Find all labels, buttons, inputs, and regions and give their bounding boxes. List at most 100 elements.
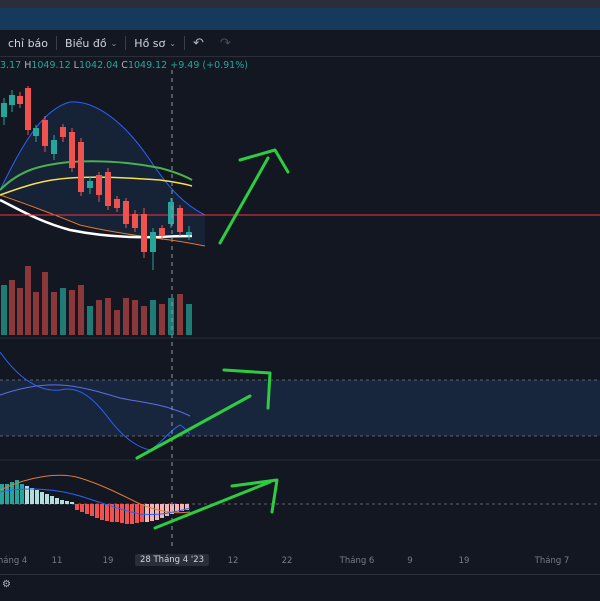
arrow-annotation[interactable] [230,478,279,514]
volume-bar [186,304,192,335]
candle [141,214,147,252]
candle [150,232,156,252]
toolbar-divider [183,36,185,50]
candle [69,132,75,168]
macd-bar [115,504,119,522]
arrow-annotation[interactable] [238,148,290,174]
profile-menu-button[interactable]: Hồ sơ ⌄ [126,30,184,56]
volume-bar [33,292,39,335]
toolbar-divider [125,36,127,50]
candle [114,199,120,208]
arrow-annotation[interactable] [222,368,272,410]
macd-bar [130,504,134,524]
macd-bar [70,502,74,504]
macd-bar [45,494,49,504]
time-label: 19 [458,556,470,566]
chart-menu-button[interactable]: Biểu đồ ⌄ [57,30,125,56]
macd-bar [65,501,69,504]
redo-button[interactable]: ↷ [212,30,239,56]
volume-bar [96,300,102,335]
volume-bar [42,272,48,335]
volume-bar [78,285,84,335]
high-key: H [24,60,32,71]
volume-bar [105,298,111,335]
arrow-annotation[interactable] [135,394,252,460]
volume-bar [132,300,138,335]
time-label: 11 [51,556,63,566]
annotation-arrows[interactable] [135,148,290,530]
indicators-label: chỉ báo [8,36,49,50]
macd-bar [75,504,79,510]
volume-bar [123,298,129,335]
volume-bar [168,298,174,335]
arrow-annotation[interactable] [153,480,272,530]
candle [132,214,138,228]
macd-line [0,488,191,515]
indicators-button[interactable]: chỉ báo [0,30,56,56]
macd-bar [155,504,159,520]
high-value: 1049.12 [31,60,71,71]
undo-icon: ↶ [192,35,204,51]
settings-icon[interactable]: ⚙ [2,579,11,590]
macd-bar [25,486,29,504]
bollinger-band-fill [0,101,205,246]
candle [177,208,183,232]
volume-bar [1,285,7,335]
volume-bar [69,290,75,335]
macd-signal-line [0,474,191,514]
ohlc-legend: 3.17 H1049.12 L1042.04 C1049.12 +9.49 (+… [0,60,248,71]
macd-bar [35,490,39,504]
close-key: C [121,60,128,71]
macd-bar [0,484,4,504]
candle [159,228,165,236]
time-label: Tháng 4 [0,556,28,566]
macd-bar [185,504,189,510]
macd-bar [30,488,34,504]
undo-button[interactable]: ↶ [185,30,212,56]
macd-bar [165,504,169,516]
candle [51,140,57,154]
open-value: 3.17 [0,60,22,71]
macd-bar [80,504,84,512]
redo-icon: ↷ [219,35,231,51]
change-value: +9.49 (+0.91%) [170,60,248,71]
chevron-down-icon: ⌄ [110,38,118,48]
candle [105,172,111,206]
macd-bar [5,484,9,504]
macd-bar [95,504,99,518]
candle [9,95,15,105]
macd-bar [15,480,19,504]
macd-bar [85,504,89,514]
macd-bar [120,504,124,523]
arrow-annotation[interactable] [218,156,270,245]
candle [87,181,93,188]
macd-bar [50,496,54,504]
macd-bar [170,504,174,514]
low-value: 1042.04 [78,60,119,71]
macd-bar [175,504,179,512]
toolbar-divider [56,36,58,50]
candle [42,120,48,146]
close-value: 1049.12 [127,60,168,71]
green-ma-line [0,160,193,191]
macd-bar [40,492,44,504]
time-label: 12 [227,556,239,566]
time-axis[interactable]: Tháng 4 11 19 28 Tháng 4 '23 12 22 Tháng… [0,548,600,572]
candle [25,88,31,130]
macd-bar [125,504,129,524]
chart-menu-label: Biểu đồ [65,36,107,50]
profile-menu-label: Hồ sơ [134,36,166,50]
candle [168,202,174,224]
candle [17,96,23,104]
macd-bar [90,504,94,516]
window-top-strip [0,0,600,8]
candle [33,128,39,136]
macd-bar [150,504,154,521]
chart-canvas[interactable] [0,0,600,574]
oscillator-fast-line [0,351,191,451]
low-key: L [73,60,79,71]
macd-bar [145,504,149,522]
chart-toolbar: chỉ báo Biểu đồ ⌄ Hồ sơ ⌄ ↶ ↷ [0,30,600,57]
macd-bar [55,498,59,504]
white-ma-line [0,198,193,239]
